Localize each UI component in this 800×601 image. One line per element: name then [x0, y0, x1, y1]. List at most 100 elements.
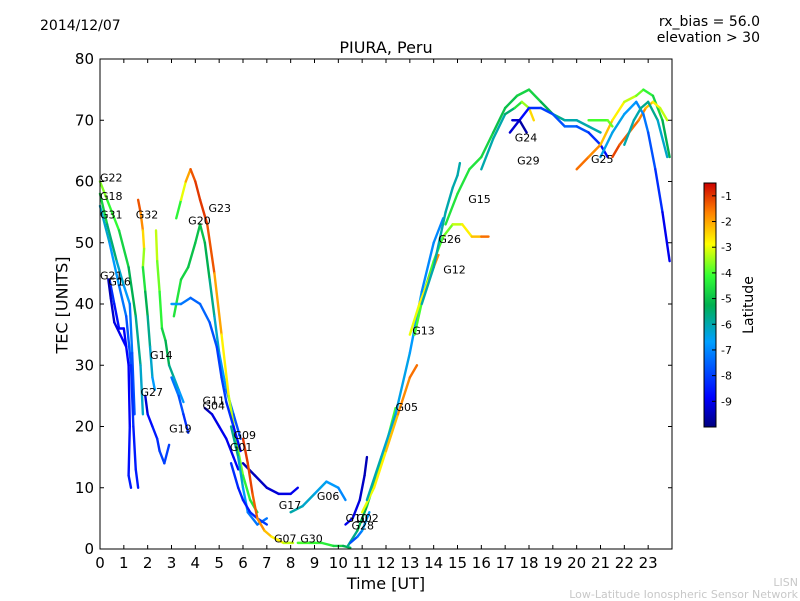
tec-segment [325, 480, 340, 489]
tec-segment [198, 223, 207, 244]
tec-segment [656, 119, 669, 159]
series-g09 [229, 425, 269, 526]
colorbar-ticks: -1 -2 -3 -4 -5 -6 -7 -8 -9 [712, 190, 732, 408]
y-tick-label: 60 [75, 173, 94, 191]
tec-segment [127, 474, 133, 489]
tec-segment [119, 333, 128, 349]
tec-segment [623, 94, 638, 104]
x-tick-label: 5 [214, 554, 224, 572]
satellite-label-g21: G21 [100, 270, 123, 283]
tec-segment [344, 517, 354, 526]
tec-segment [210, 413, 221, 428]
series-g21 [108, 278, 133, 489]
satellite-label-g28: G28 [351, 519, 374, 532]
satellite-label-g18: G18 [100, 190, 123, 203]
tec-segment [177, 388, 185, 404]
tec-segment [229, 462, 240, 489]
satellite-label-g11: G11 [202, 394, 225, 407]
satellite-label-g27: G27 [141, 386, 164, 399]
satellite-label-g25: G25 [591, 153, 614, 166]
satellite-label-g01: G01 [230, 441, 253, 454]
tec-segment [456, 161, 462, 177]
satellite-label-g14: G14 [150, 349, 173, 362]
x-axis-label: Time [UT] [346, 574, 426, 593]
tec-segment [237, 455, 245, 489]
colorbar-tick-label: -9 [721, 395, 732, 408]
tec-segment [646, 100, 659, 122]
tec-segment [356, 529, 364, 538]
tec-segment [127, 364, 131, 428]
tec-segment [432, 217, 445, 244]
series-g25 [508, 106, 609, 159]
tec-segment [213, 272, 223, 336]
tec-segment [107, 278, 112, 300]
tec-segment [575, 125, 590, 134]
tec-segment [420, 266, 435, 306]
tec-segment [337, 486, 347, 502]
series-g28 [349, 511, 371, 545]
tec-segment [265, 486, 280, 496]
tec-segment [194, 223, 202, 244]
tec-segment [551, 112, 566, 128]
series-g01 [229, 462, 269, 526]
x-tick-label: 8 [286, 554, 296, 572]
tec-segment [270, 535, 285, 545]
satellite-label-g12: G12 [443, 263, 466, 276]
colorbar-tick-label: -8 [721, 370, 732, 383]
tec-segment [289, 486, 300, 496]
series-g24b [511, 119, 528, 134]
tec-segment [208, 321, 218, 349]
tec-segment [134, 315, 142, 367]
tec-segment [341, 544, 352, 549]
x-tick-label: 17 [496, 554, 515, 572]
tec-segment [456, 168, 471, 195]
series-g05 [360, 364, 419, 514]
satellite-label-g07: G07 [274, 532, 297, 545]
tec-segment [232, 425, 242, 453]
x-tick-label: 12 [376, 554, 395, 572]
x-tick-label: 18 [519, 554, 538, 572]
tec-segment [256, 517, 266, 532]
tec-segment [432, 210, 447, 269]
tec-segment [575, 119, 590, 128]
tec-segment [639, 100, 650, 110]
y-tick-label: 40 [75, 295, 94, 313]
tec-segment [461, 223, 473, 238]
colorbar-label: Latitude [741, 276, 757, 334]
tec-segment [220, 333, 230, 398]
tec-segment [179, 296, 192, 306]
tec-segment [515, 88, 531, 97]
chart-title: PIURA, Peru [339, 38, 433, 57]
tec-segment [351, 498, 361, 520]
tec-segment [468, 155, 483, 171]
org-full-name: Low-Latitude Ionospheric Sensor Network [569, 588, 798, 601]
series-g24 [444, 88, 602, 226]
tec-segment [167, 364, 176, 379]
tec-segment [313, 480, 328, 496]
tec-segment [632, 106, 643, 122]
x-tick-label: 11 [353, 554, 372, 572]
tec-segment [365, 455, 383, 502]
tec-segment [408, 364, 419, 379]
tec-segment [98, 180, 109, 202]
tec-segment [492, 112, 507, 140]
tec-segment [508, 119, 521, 134]
x-tick-label: 23 [639, 554, 658, 572]
tec-segment [108, 241, 121, 287]
tec-segment [158, 290, 164, 330]
tec-segment [611, 112, 626, 134]
tec-segment [606, 119, 614, 128]
tec-segment [139, 210, 145, 232]
series-g29 [480, 100, 535, 171]
satellite-label-g10: G10 [345, 512, 368, 525]
tec-segment [527, 106, 535, 122]
tec-segment [98, 204, 111, 244]
tec-segment [356, 504, 369, 532]
series-layer [98, 88, 671, 549]
series-g14b [599, 100, 671, 263]
x-tick-label: 1 [119, 554, 129, 572]
tec-segment [182, 413, 190, 434]
tec-segment [203, 406, 214, 416]
tec-segment [661, 119, 671, 159]
tec-segment [587, 131, 602, 146]
